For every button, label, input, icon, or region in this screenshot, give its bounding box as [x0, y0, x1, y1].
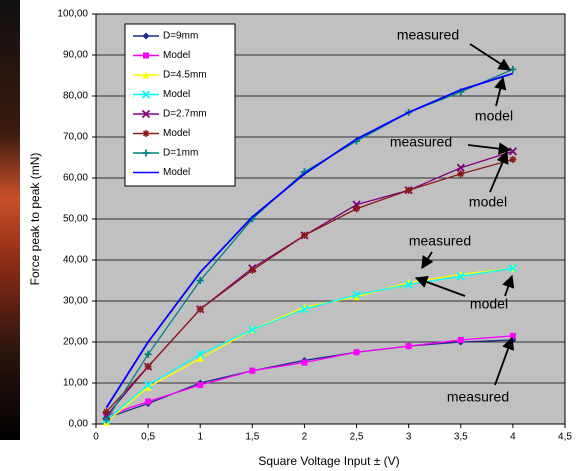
x-tick-label: 1 [197, 432, 203, 443]
annotation: measured [390, 134, 452, 150]
marker [102, 416, 110, 424]
marker [456, 163, 465, 172]
marker [141, 109, 151, 119]
marker [353, 293, 361, 301]
marker [102, 408, 110, 416]
y-tick-label: 0,00 [69, 419, 89, 430]
annotation: measured [409, 233, 471, 249]
marker [196, 277, 204, 284]
annotation: measured [397, 27, 459, 43]
legend-label: D=9mm [163, 31, 198, 42]
marker [142, 32, 150, 40]
marker [142, 130, 150, 137]
marker [196, 305, 204, 313]
legend-label: D=4.5mm [163, 70, 207, 81]
legend-label: Model [163, 128, 190, 139]
marker [405, 343, 412, 350]
x-tick-label: 3,5 [454, 432, 468, 443]
marker [404, 280, 413, 289]
marker [142, 149, 150, 157]
marker [142, 71, 150, 79]
marker [145, 398, 152, 405]
y-tick-label: 80,00 [63, 91, 88, 102]
annotation-arrow [494, 76, 507, 107]
y-tick-label: 20,00 [63, 337, 88, 348]
legend-label: Model [163, 89, 190, 100]
y-tick-label: 90,00 [63, 50, 88, 61]
marker [509, 332, 516, 339]
series-line [105, 72, 514, 409]
marker [300, 305, 309, 314]
marker [508, 264, 518, 273]
photo-strip [0, 0, 20, 440]
annotation-arrow [502, 274, 515, 297]
annotation-arrow [469, 43, 512, 71]
marker [301, 359, 308, 366]
legend-box [124, 23, 236, 187]
annotation-arrow [467, 142, 512, 155]
marker [509, 156, 517, 164]
marker [249, 367, 256, 374]
marker [248, 266, 256, 274]
marker [197, 382, 204, 389]
marker [144, 363, 152, 371]
annotation: model [470, 296, 508, 312]
annotation-arrow [421, 251, 434, 270]
annotation-arrow [414, 275, 466, 297]
annotation-arrow [494, 336, 515, 386]
legend-label: Model [163, 167, 190, 178]
marker [144, 383, 152, 391]
marker [405, 186, 413, 194]
y-tick-label: 60,00 [63, 173, 88, 184]
y-axis-label: Force peak to peak (mN) [28, 153, 42, 286]
marker [144, 350, 152, 358]
marker [196, 350, 205, 359]
x-tick-label: 2,5 [350, 432, 364, 443]
marker [457, 336, 464, 343]
annotation: model [469, 194, 507, 210]
annotation-arrow [489, 150, 509, 193]
marker [456, 272, 465, 281]
x-tick-label: 1,5 [245, 432, 259, 443]
annotation: measured [447, 389, 509, 405]
x-axis-label: Square Voltage Input ± (V) [258, 454, 399, 468]
y-tick-label: 30,00 [63, 296, 88, 307]
x-tick-label: 4 [510, 432, 516, 443]
annotation: model [475, 108, 513, 124]
marker [143, 52, 149, 59]
y-tick-label: 50,00 [63, 214, 88, 225]
marker [352, 290, 361, 299]
y-tick-label: 10,00 [63, 378, 88, 389]
x-tick-label: 0 [93, 432, 99, 443]
marker [300, 231, 308, 239]
marker [141, 90, 151, 99]
x-tick-label: 0,5 [141, 432, 155, 443]
y-tick-label: 70,00 [63, 132, 88, 143]
legend-label: D=1mm [163, 148, 198, 159]
x-tick-label: 3 [406, 432, 412, 443]
x-tick-label: 4,5 [558, 432, 572, 443]
legend-label: Model [163, 50, 190, 61]
marker [196, 354, 204, 362]
marker [353, 205, 361, 213]
marker [457, 170, 465, 178]
legend-label: D=2.7mm [163, 109, 207, 120]
x-tick-label: 2 [302, 432, 308, 443]
marker [248, 325, 257, 334]
marker [143, 380, 153, 390]
marker [353, 349, 360, 356]
y-tick-label: 40,00 [63, 255, 88, 266]
y-tick-label: 100,00 [57, 9, 88, 20]
